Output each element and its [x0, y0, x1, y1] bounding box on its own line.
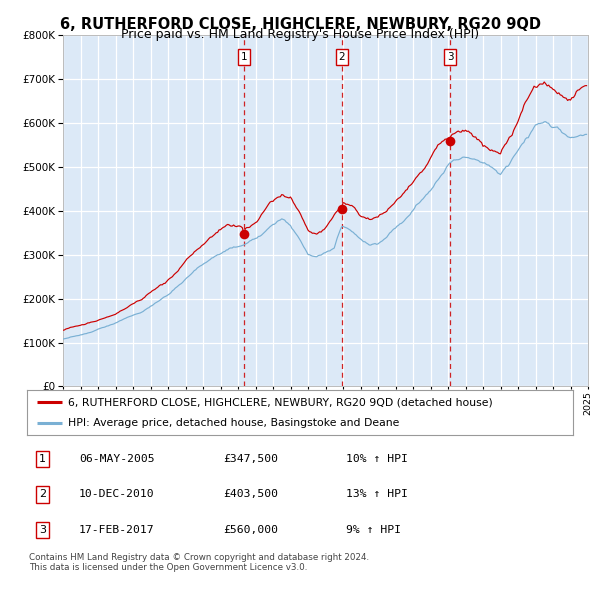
Text: £347,500: £347,500: [224, 454, 278, 464]
Text: 1: 1: [39, 454, 46, 464]
Text: 3: 3: [447, 53, 454, 63]
Text: 6, RUTHERFORD CLOSE, HIGHCLERE, NEWBURY, RG20 9QD: 6, RUTHERFORD CLOSE, HIGHCLERE, NEWBURY,…: [59, 17, 541, 31]
Text: 10-DEC-2010: 10-DEC-2010: [79, 490, 154, 499]
Text: Price paid vs. HM Land Registry's House Price Index (HPI): Price paid vs. HM Land Registry's House …: [121, 28, 479, 41]
Text: 13% ↑ HPI: 13% ↑ HPI: [346, 490, 408, 499]
Text: 6, RUTHERFORD CLOSE, HIGHCLERE, NEWBURY, RG20 9QD (detached house): 6, RUTHERFORD CLOSE, HIGHCLERE, NEWBURY,…: [68, 397, 493, 407]
Text: 06-MAY-2005: 06-MAY-2005: [79, 454, 154, 464]
Text: 2: 2: [39, 490, 46, 499]
Text: HPI: Average price, detached house, Basingstoke and Deane: HPI: Average price, detached house, Basi…: [68, 418, 400, 428]
Text: Contains HM Land Registry data © Crown copyright and database right 2024.
This d: Contains HM Land Registry data © Crown c…: [29, 553, 369, 572]
Text: 3: 3: [39, 525, 46, 535]
Text: 9% ↑ HPI: 9% ↑ HPI: [346, 525, 401, 535]
Text: 1: 1: [241, 53, 247, 63]
Text: £560,000: £560,000: [224, 525, 278, 535]
Text: 2: 2: [338, 53, 345, 63]
Text: 10% ↑ HPI: 10% ↑ HPI: [346, 454, 408, 464]
Text: £403,500: £403,500: [224, 490, 278, 499]
Text: 17-FEB-2017: 17-FEB-2017: [79, 525, 154, 535]
